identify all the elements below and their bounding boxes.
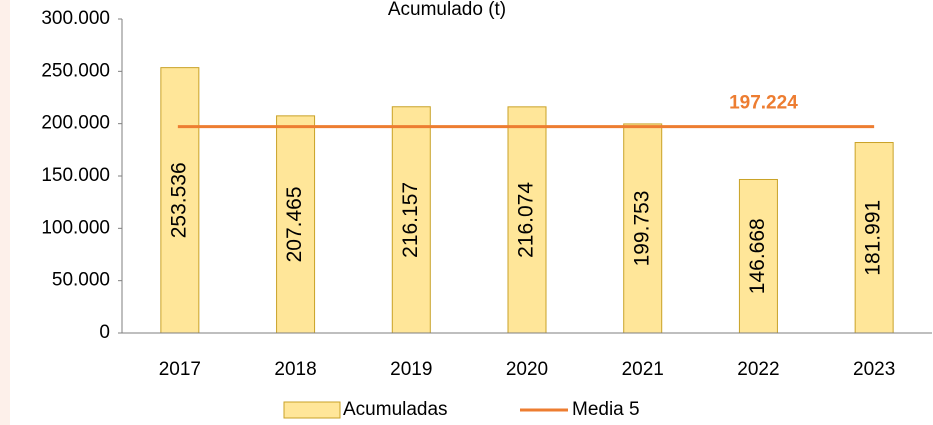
- x-tick-label: 2020: [506, 359, 548, 380]
- data-label: 197.224: [729, 93, 798, 114]
- bar: [276, 115, 316, 334]
- y-tick-label: 100.000: [41, 217, 110, 238]
- y-tick-label: 0: [99, 322, 110, 343]
- data-label: 181.991: [862, 200, 885, 276]
- bar: [507, 106, 547, 334]
- y-tick-label: 50.000: [52, 270, 110, 291]
- data-label: 207.465: [283, 186, 306, 262]
- data-label: 146.668: [746, 218, 769, 294]
- x-tick-label: 2021: [622, 359, 664, 380]
- legend-label: Acumuladas: [343, 399, 448, 420]
- x-tick-label: 2022: [737, 359, 779, 380]
- bar: [854, 142, 894, 334]
- x-tick-label: 2017: [159, 359, 201, 380]
- legend-swatch: [283, 401, 341, 419]
- x-tick-label: 2023: [853, 359, 895, 380]
- bar: [738, 178, 778, 334]
- x-tick-label: 2018: [274, 359, 316, 380]
- chart-title: Acumulado (t): [388, 0, 506, 20]
- side-strip: [0, 0, 10, 425]
- y-tick-label: 200.000: [41, 113, 110, 134]
- bar: [623, 123, 663, 334]
- y-tick-label: 250.000: [41, 60, 110, 81]
- y-tick-label: 300.000: [41, 8, 110, 29]
- data-label: 216.157: [399, 182, 422, 258]
- y-tick-label: 150.000: [41, 165, 110, 186]
- data-label: 253.536: [167, 162, 190, 238]
- bar: [391, 106, 431, 334]
- data-label: 199.753: [630, 191, 653, 267]
- data-label: 216.074: [515, 182, 538, 258]
- legend-label: Media 5: [572, 399, 640, 420]
- bar: [160, 67, 200, 334]
- x-tick-label: 2019: [390, 359, 432, 380]
